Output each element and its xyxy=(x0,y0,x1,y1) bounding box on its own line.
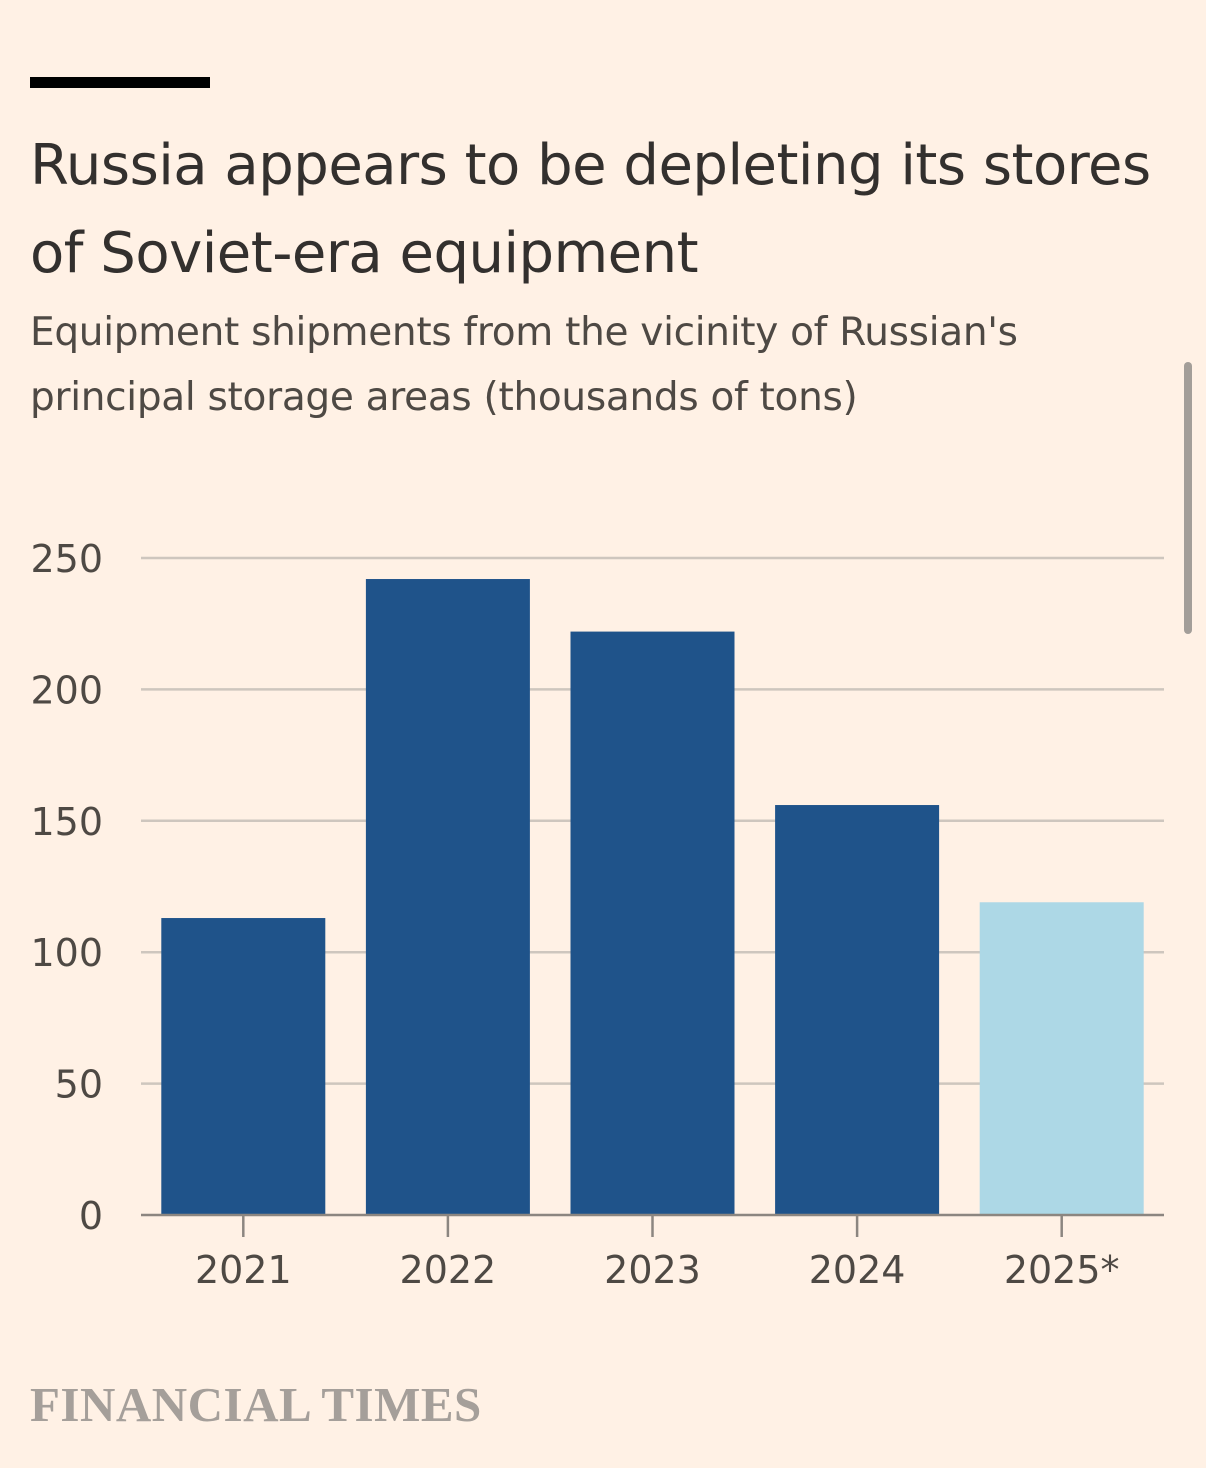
ft-logo: FINANCIAL TIMES xyxy=(30,1377,482,1432)
y-tick-label: 250 xyxy=(30,537,103,581)
y-tick-label: 200 xyxy=(30,668,103,712)
x-tick-label: 2024 xyxy=(809,1248,906,1292)
x-tick-label: 2025* xyxy=(1004,1248,1120,1292)
y-tick-label: 50 xyxy=(55,1063,103,1107)
x-tick-label: 2023 xyxy=(604,1248,701,1292)
y-tick-label: 0 xyxy=(79,1194,103,1238)
bar xyxy=(365,579,530,1215)
bar xyxy=(979,902,1144,1215)
bar xyxy=(570,631,735,1215)
chart-subtitle: Equipment shipments from the vicinity of… xyxy=(30,310,1018,420)
scrollbar[interactable] xyxy=(1184,362,1192,634)
chart-title: Russia appears to be depleting its store… xyxy=(30,133,1151,286)
x-tick-label: 2021 xyxy=(195,1248,292,1292)
y-tick-label: 100 xyxy=(30,931,103,975)
y-tick-label: 150 xyxy=(30,800,103,844)
bar xyxy=(161,918,326,1215)
x-tick-label: 2022 xyxy=(400,1248,497,1292)
top-rule xyxy=(30,77,210,88)
bar xyxy=(775,805,940,1215)
